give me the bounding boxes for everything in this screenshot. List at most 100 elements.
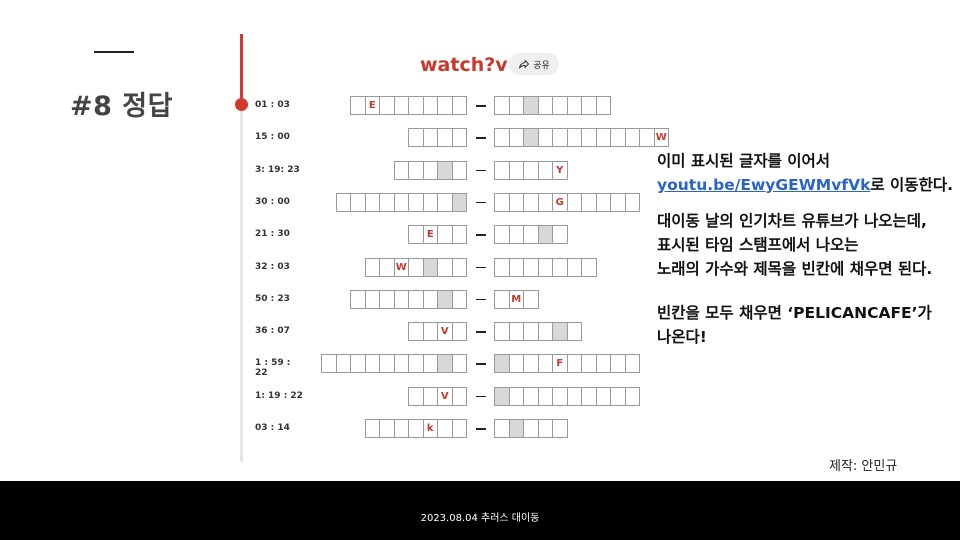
answer-box[interactable]: V [437, 322, 453, 342]
answer-box[interactable] [494, 96, 510, 115]
answer-box[interactable] [508, 192, 524, 212]
answer-box[interactable] [566, 96, 582, 115]
answer-box[interactable] [581, 257, 597, 277]
answer-box[interactable] [508, 257, 524, 277]
answer-box[interactable] [581, 96, 597, 115]
answer-box[interactable] [523, 96, 539, 115]
answer-box[interactable] [364, 257, 380, 277]
answer-box[interactable] [508, 96, 524, 115]
answer-box[interactable] [408, 160, 424, 180]
answer-box[interactable] [364, 354, 380, 374]
answer-box[interactable] [437, 354, 453, 374]
share-button[interactable]: 공유 [509, 53, 559, 75]
answer-box[interactable] [537, 354, 553, 374]
answer-box[interactable] [408, 257, 424, 277]
answer-box[interactable] [321, 354, 337, 374]
answer-box[interactable] [379, 192, 395, 212]
answer-box[interactable] [451, 192, 467, 212]
answer-box[interactable]: k [422, 419, 438, 438]
answer-box[interactable] [494, 354, 510, 374]
answer-box[interactable] [379, 354, 395, 374]
answer-box[interactable] [537, 192, 553, 212]
answer-box[interactable] [552, 96, 568, 115]
answer-box[interactable] [537, 257, 553, 277]
answer-box[interactable] [451, 386, 467, 406]
answer-box[interactable] [379, 289, 395, 309]
answer-box[interactable] [408, 225, 424, 245]
answer-box[interactable] [595, 128, 611, 148]
answer-box[interactable] [437, 96, 453, 115]
answer-box[interactable] [350, 289, 366, 309]
answer-box[interactable] [523, 192, 539, 212]
answer-box[interactable] [610, 386, 626, 406]
answer-box[interactable] [523, 386, 539, 406]
answer-box[interactable] [393, 192, 409, 212]
answer-box[interactable] [451, 322, 467, 342]
answer-box[interactable] [610, 354, 626, 374]
answer-box[interactable] [494, 128, 510, 148]
answer-box[interactable] [379, 419, 395, 438]
answer-box[interactable] [437, 128, 453, 148]
answer-box[interactable] [451, 160, 467, 180]
answer-box[interactable] [537, 160, 553, 180]
answer-box[interactable] [364, 289, 380, 309]
answer-box[interactable] [523, 354, 539, 374]
answer-box[interactable] [552, 386, 568, 406]
answer-box[interactable] [523, 225, 539, 245]
answer-box[interactable] [437, 192, 453, 212]
answer-box[interactable] [379, 257, 395, 277]
answer-box[interactable] [451, 128, 467, 148]
answer-box[interactable] [581, 386, 597, 406]
answer-box[interactable] [552, 257, 568, 277]
answer-box[interactable] [494, 322, 510, 342]
answer-box[interactable] [566, 386, 582, 406]
answer-box[interactable] [610, 128, 626, 148]
answer-box[interactable] [523, 289, 539, 309]
answer-box[interactable] [566, 322, 582, 342]
answer-box[interactable] [595, 354, 611, 374]
answer-box[interactable] [451, 96, 467, 115]
answer-box[interactable] [437, 419, 453, 438]
answer-box[interactable] [595, 96, 611, 115]
answer-box[interactable] [422, 386, 438, 406]
answer-box[interactable] [494, 192, 510, 212]
answer-box[interactable] [523, 160, 539, 180]
answer-box[interactable] [595, 192, 611, 212]
answer-box[interactable] [451, 419, 467, 438]
answer-box[interactable] [494, 386, 510, 406]
answer-box[interactable] [624, 354, 640, 374]
answer-box[interactable] [393, 289, 409, 309]
answer-box[interactable] [537, 386, 553, 406]
answer-box[interactable] [566, 354, 582, 374]
answer-box[interactable]: V [437, 386, 453, 406]
answer-box[interactable]: F [552, 354, 568, 374]
answer-box[interactable] [451, 257, 467, 277]
answer-box[interactable] [523, 257, 539, 277]
answer-box[interactable] [566, 192, 582, 212]
answer-box[interactable] [581, 192, 597, 212]
answer-box[interactable] [566, 128, 582, 148]
answer-box[interactable] [508, 225, 524, 245]
timeline-handle[interactable] [235, 98, 248, 111]
answer-box[interactable] [393, 419, 409, 438]
answer-box[interactable] [508, 419, 524, 438]
answer-box[interactable] [523, 128, 539, 148]
answer-box[interactable] [537, 128, 553, 148]
answer-box[interactable]: Y [552, 160, 568, 180]
answer-box[interactable] [393, 160, 409, 180]
answer-box[interactable] [335, 192, 351, 212]
answer-box[interactable] [422, 289, 438, 309]
answer-box[interactable] [350, 96, 366, 115]
answer-box[interactable] [537, 419, 553, 438]
answer-box[interactable] [624, 128, 640, 148]
answer-box[interactable] [566, 257, 582, 277]
answer-box[interactable]: G [552, 192, 568, 212]
answer-box[interactable] [408, 354, 424, 374]
answer-box[interactable] [494, 419, 510, 438]
answer-box[interactable] [437, 257, 453, 277]
answer-box[interactable] [508, 128, 524, 148]
answer-box[interactable] [422, 160, 438, 180]
answer-box[interactable] [537, 225, 553, 245]
answer-box[interactable] [422, 354, 438, 374]
answer-box[interactable] [422, 257, 438, 277]
